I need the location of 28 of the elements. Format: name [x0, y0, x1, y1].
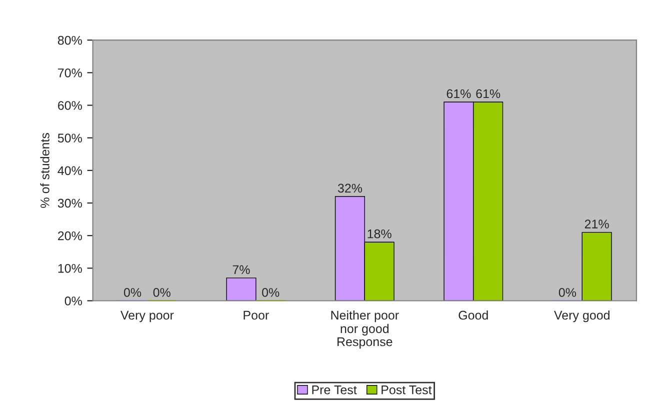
data-label: 0%: [124, 288, 142, 297]
x-axis-title: Response: [338, 337, 392, 349]
y-tick-label: 30%: [58, 198, 82, 208]
x-tick-label: Poor: [244, 310, 269, 320]
y-tick-label: 70%: [58, 68, 82, 78]
legend-label: Pre Test: [312, 386, 357, 394]
data-label: 18%: [368, 229, 392, 238]
data-label: 0%: [153, 288, 170, 297]
x-tick-label: Neither poor nor good: [331, 310, 399, 336]
y-tick-label: 80%: [58, 36, 82, 45]
y-tick-label: 40%: [58, 166, 82, 176]
data-label: 21%: [584, 220, 609, 228]
legend-label: Post Test: [382, 386, 432, 394]
x-tick-label: Good: [458, 310, 488, 320]
data-label: 61%: [476, 89, 500, 98]
y-tick-label: 0%: [64, 296, 82, 306]
y-tick-label: 10%: [58, 264, 82, 273]
y-tick-label: 60%: [58, 101, 82, 110]
data-label: 0%: [558, 288, 576, 297]
y-tick-label: 50%: [58, 134, 82, 142]
data-label: 0%: [262, 288, 280, 297]
y-tick-label: 20%: [58, 231, 82, 240]
x-tick-label: Very good: [554, 310, 610, 322]
data-label: 32%: [338, 184, 362, 193]
x-tick-label: Very poor: [120, 310, 174, 322]
data-label: 61%: [446, 89, 471, 98]
data-label: 7%: [232, 265, 250, 274]
y-axis-title: % of students: [40, 133, 50, 208]
